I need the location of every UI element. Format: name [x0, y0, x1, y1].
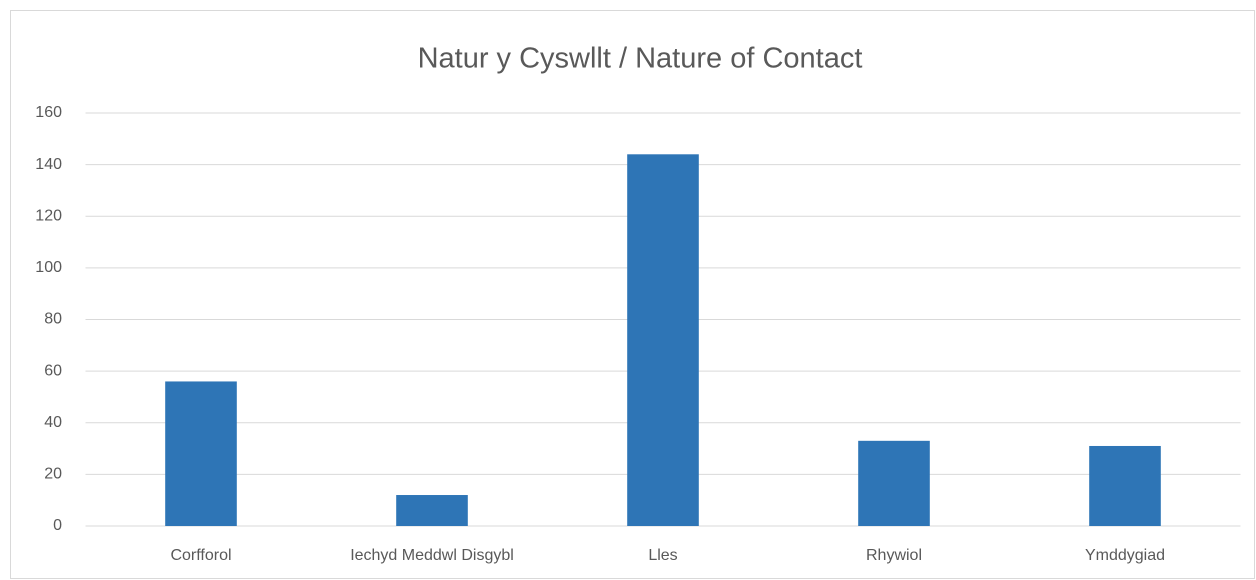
y-tick-label: 100 — [35, 259, 62, 276]
y-tick-label: 0 — [53, 517, 62, 534]
bar — [396, 495, 468, 526]
y-tick-label: 80 — [44, 311, 62, 328]
x-tick-label: Corfforol — [170, 547, 231, 564]
y-tick-label: 20 — [44, 466, 62, 483]
y-tick-label: 60 — [44, 362, 62, 379]
x-tick-label: Ymddygiad — [1085, 547, 1165, 564]
chart-title: Natur y Cyswllt / Nature of Contact — [418, 43, 863, 75]
x-tick-label: Rhywiol — [866, 547, 922, 564]
bar — [1089, 445, 1161, 526]
y-tick-label: 140 — [35, 156, 62, 173]
bar — [165, 381, 237, 526]
y-tick-label: 160 — [35, 104, 62, 121]
y-tick-label: 40 — [44, 414, 62, 431]
x-tick-label: Iechyd Meddwl Disgybl — [350, 547, 514, 564]
x-tick-label: Lles — [648, 547, 677, 564]
y-tick-label: 120 — [35, 207, 62, 224]
bar — [627, 154, 699, 527]
bar — [858, 440, 930, 526]
